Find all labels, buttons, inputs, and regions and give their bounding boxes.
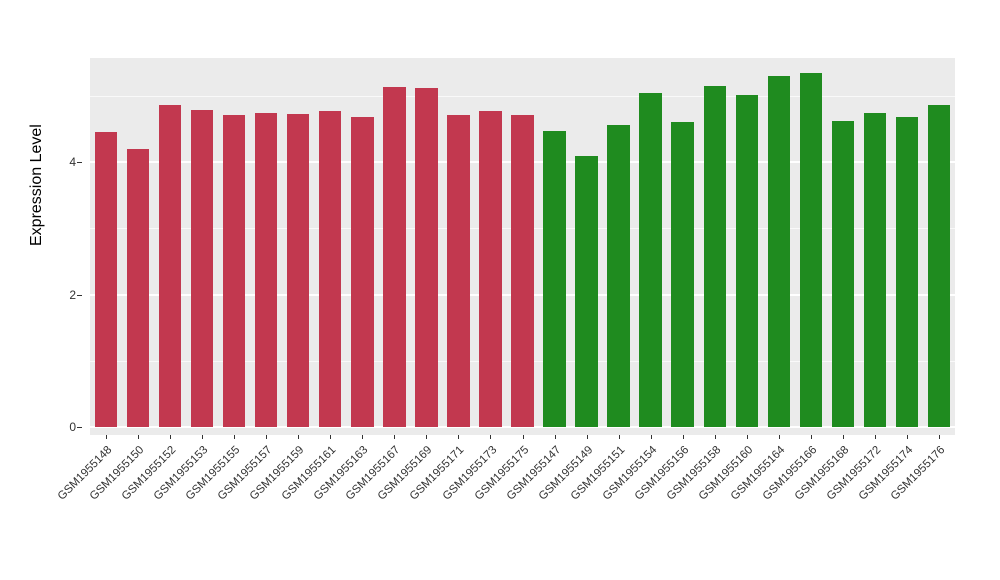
x-tick-mark	[618, 435, 620, 439]
bar	[671, 122, 694, 427]
plot-area	[90, 58, 955, 435]
x-tick-mark	[362, 435, 364, 439]
x-tick-mark	[202, 435, 204, 439]
x-tick-mark	[170, 435, 172, 439]
x-tick-mark	[138, 435, 140, 439]
x-tick-mark	[458, 435, 460, 439]
x-tick-mark	[330, 435, 332, 439]
x-tick-mark	[522, 435, 524, 439]
x-tick-mark	[554, 435, 556, 439]
x-tick-mark	[906, 435, 908, 439]
y-tick-label: 2	[69, 287, 76, 302]
x-tick-mark	[426, 435, 428, 439]
x-tick-mark	[714, 435, 716, 439]
x-tick-mark	[746, 435, 748, 439]
bar	[479, 111, 502, 427]
y-tick-mark	[77, 162, 82, 163]
bar	[94, 132, 118, 427]
bar	[447, 114, 470, 427]
x-tick-mark	[266, 435, 268, 439]
y-tick-label: 4	[69, 155, 76, 169]
y-tick-mark	[77, 427, 82, 428]
bar	[319, 111, 342, 427]
bar	[895, 116, 919, 427]
bar	[287, 114, 310, 427]
y-tick-mark	[77, 294, 82, 296]
gridline-minor	[90, 95, 955, 97]
x-tick-mark	[938, 435, 940, 439]
bar	[158, 105, 182, 427]
bar	[863, 113, 887, 427]
bar	[254, 113, 278, 427]
y-tick-label: 0	[69, 420, 76, 434]
bar	[511, 114, 534, 427]
x-tick-label: GSM1955148	[55, 444, 115, 503]
bar	[222, 114, 246, 427]
bar	[351, 116, 374, 427]
y-axis: 0 2 4	[0, 58, 90, 435]
bar	[543, 130, 566, 427]
x-tick-mark	[682, 435, 684, 439]
x-axis: GSM1955148 GSM1955150 GSM1955152 GSM1955153…	[56, 435, 955, 565]
x-tick-mark	[234, 435, 236, 439]
bar	[767, 75, 790, 427]
bar	[831, 120, 855, 427]
x-tick-mark	[842, 435, 844, 439]
bar	[383, 87, 406, 427]
bar	[703, 85, 726, 427]
x-tick-mark	[810, 435, 812, 439]
gridline-major	[90, 426, 955, 428]
bar	[927, 105, 951, 427]
bar	[575, 156, 598, 427]
x-tick-mark	[106, 435, 108, 439]
x-tick-mark	[778, 435, 780, 439]
bar	[415, 87, 438, 427]
bar	[735, 95, 758, 427]
bar	[190, 110, 214, 427]
bar	[799, 73, 823, 427]
x-tick-mark	[298, 435, 300, 439]
x-tick-mark	[874, 435, 876, 439]
x-tick-mark	[586, 435, 588, 439]
x-tick-mark	[394, 435, 396, 439]
bar	[126, 148, 150, 427]
x-tick-mark	[490, 435, 492, 439]
bar	[607, 124, 630, 427]
bar	[639, 93, 662, 427]
x-tick-mark	[650, 435, 652, 439]
